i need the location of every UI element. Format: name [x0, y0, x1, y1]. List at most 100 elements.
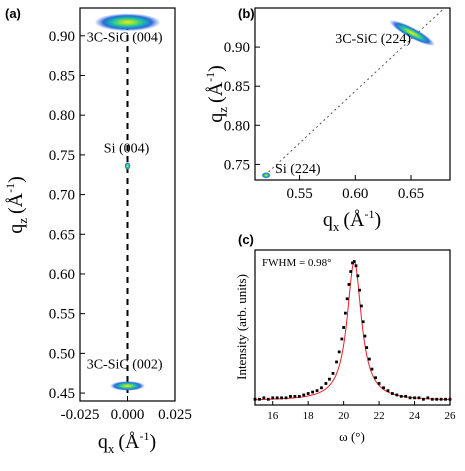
measured-point [331, 372, 335, 375]
panel-c-x-ticks: 16 18 20 22 24 26 [267, 401, 456, 422]
panel-b-label: (b) [238, 6, 255, 21]
measured-point [280, 396, 283, 400]
x-tick-label: 26 [445, 410, 457, 422]
measured-point [439, 397, 443, 401]
measured-point [284, 396, 288, 400]
measured-point [345, 297, 349, 301]
y-tick-label: 0.85 [224, 79, 250, 95]
measured-point [347, 283, 351, 286]
y-tick-label: 0.80 [224, 118, 250, 134]
x-tick-label: 0.55 [286, 186, 312, 202]
panel-c-fwhm-annotation: FWHM = 0.98° [262, 257, 332, 269]
measured-point [367, 357, 371, 361]
measured-point [430, 397, 434, 401]
measured-point [356, 274, 360, 278]
measured-point [266, 397, 270, 401]
y-tick-label: 0.65 [49, 227, 75, 243]
measured-point [351, 261, 354, 265]
panel-b-y-ticks: 0.75 0.80 0.85 0.90 [224, 40, 260, 173]
x-tick-label: 0.60 [342, 186, 368, 202]
panel-b-annotations: 3C-SiC (224) Si (224) [275, 32, 411, 177]
panel-a-x-axis-title: qx (Å-1) [98, 429, 156, 456]
measured-point [404, 394, 408, 398]
x-tick-label: 0.65 [398, 186, 424, 202]
measured-point [320, 386, 323, 390]
annotation-si-224: Si (224) [275, 162, 321, 177]
measured-point [386, 389, 390, 393]
panel-c-y-axis-title: Intensity (arb. units) [234, 274, 249, 380]
measured-point [293, 394, 297, 398]
x-tick-label: 0.000 [111, 407, 145, 423]
measured-point [315, 389, 319, 393]
y-tick-label: 0.50 [49, 346, 75, 362]
panel-b: (b) 0.75 0.80 0.85 0.90 0.55 0.60 0.65 3C-SiC… [203, 6, 451, 234]
panel-b-peaks [261, 20, 435, 179]
peak-si-004 [124, 162, 131, 170]
measured-point [352, 260, 356, 263]
y-tick-label: 0.55 [49, 307, 75, 323]
measured-point [370, 367, 374, 371]
measured-point [349, 270, 353, 273]
measured-point [324, 382, 328, 385]
measured-point [328, 377, 331, 381]
measured-point [253, 397, 257, 401]
x-tick-label: 16 [267, 410, 279, 422]
y-tick-label: 0.90 [49, 29, 75, 45]
annotation-3c-sic-004: 3C-SiC (004) [87, 30, 163, 45]
panel-b-frame [254, 7, 451, 181]
y-tick-label: 0.60 [49, 267, 75, 283]
measured-point [422, 397, 425, 401]
panel-a-y-ticks: 0.45 0.50 0.55 0.60 0.65 0.70 0.75 0.80 0.85 0.90 [49, 29, 85, 402]
measured-point [358, 288, 361, 292]
measured-point [289, 394, 292, 398]
y-tick-label: 0.80 [49, 108, 75, 124]
x-tick-label: 0.025 [158, 407, 192, 423]
panel-c-fit-curve [254, 260, 451, 401]
panel-c-measured-points [253, 260, 452, 401]
measured-point [337, 350, 341, 354]
x-tick-label: 24 [409, 410, 421, 422]
peak-3c-sic-004 [95, 13, 160, 32]
panel-c-frame [254, 249, 451, 406]
annotation-3c-sic-224: 3C-SiC (224) [335, 32, 411, 47]
measured-point [365, 346, 369, 349]
measured-point [395, 393, 399, 397]
panel-b-reference-line [264, 7, 445, 176]
panel-a-y-axis-title: qz(Å-1) [3, 176, 30, 234]
panel-c-label: (c) [238, 232, 254, 247]
y-tick-label: 0.90 [224, 40, 250, 56]
peak-si-224 [261, 172, 271, 179]
measured-point [413, 396, 416, 400]
measured-point [262, 396, 266, 400]
annotation-3c-sic-002: 3C-SiC (002) [87, 357, 163, 372]
x-tick-label: 22 [374, 410, 385, 422]
panel-a-annotations: 3C-SiC (004) Si (004) 3C-SiC (002) [87, 30, 163, 372]
panel-b-x-ticks: 0.55 0.60 0.65 [286, 175, 424, 202]
measured-point [399, 394, 403, 398]
y-tick-label: 0.75 [224, 157, 250, 173]
y-tick-label: 0.45 [49, 386, 75, 402]
measured-point [311, 390, 315, 394]
measured-point [340, 337, 344, 341]
measured-point [417, 396, 421, 400]
y-tick-label: 0.75 [49, 148, 75, 164]
measured-point [302, 393, 306, 397]
measured-point [426, 396, 430, 400]
measured-point [271, 396, 275, 400]
x-tick-label: 20 [338, 410, 350, 422]
panel-a: (a) 0.45 0.50 0.55 0.60 0.65 0.70 0.75 0.80 0.85… [3, 6, 192, 456]
panel-b-x-axis-title: qx (Å-1) [323, 207, 381, 234]
x-tick-label: -0.025 [61, 407, 100, 423]
measured-point [275, 396, 279, 400]
panel-b-y-axis-title: qz(Å-1) [203, 65, 230, 123]
measured-point [359, 304, 363, 308]
measured-point [444, 397, 447, 401]
peak-3c-sic-224 [389, 20, 435, 46]
y-tick-label: 0.70 [49, 188, 75, 204]
measured-point [361, 320, 365, 324]
measured-point [435, 397, 439, 401]
measured-point [258, 397, 261, 401]
measured-point [408, 396, 412, 400]
annotation-si-004: Si (004) [104, 141, 150, 156]
